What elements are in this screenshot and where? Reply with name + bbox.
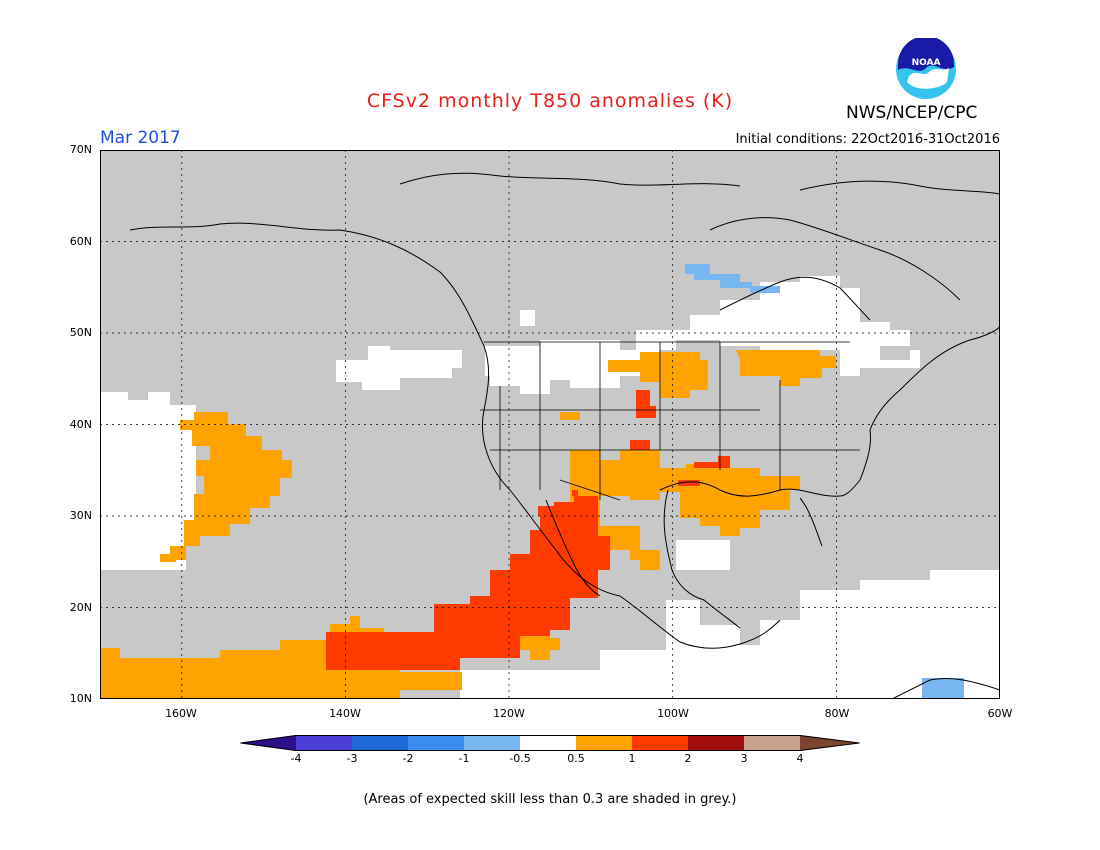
colorbar-swatch (520, 735, 576, 751)
lon-label: 120W (493, 707, 525, 720)
colorbar-swatch (408, 735, 464, 751)
colorbar-label: -3 (346, 752, 358, 765)
svg-text:NOAA: NOAA (912, 58, 941, 68)
colorbar-swatch (296, 735, 352, 751)
lon-label: 140W (329, 707, 361, 720)
state-borders (480, 341, 860, 501)
colorbar-swatch (576, 735, 632, 751)
colorbar-swatch (800, 735, 860, 751)
noaa-logo-icon: NOAA (896, 38, 956, 99)
anomaly-map (100, 150, 1000, 699)
lon-label: 160W (165, 707, 197, 720)
colorbar-label: 4 (796, 752, 804, 765)
colorbar-label: -4 (290, 752, 302, 765)
colorbar-label: -1 (458, 752, 470, 765)
lat-label: 40N (69, 418, 92, 431)
lon-label: 60W (987, 707, 1013, 720)
colorbar-swatch (688, 735, 744, 751)
lat-label: 10N (69, 692, 92, 705)
initial-conditions: Initial conditions: 22Oct2016-31Oct2016 (735, 132, 1000, 147)
graticule (100, 150, 1000, 699)
lon-label: 100W (657, 707, 689, 720)
colorbar-label: 3 (740, 752, 748, 765)
cool-anomaly-areas (685, 264, 964, 699)
colorbar-label: 1 (628, 752, 636, 765)
lon-label: 80W (824, 707, 850, 720)
colorbar-label: 0.5 (567, 752, 585, 765)
colorbar-swatch (464, 735, 520, 751)
colorbar-label: -0.5 (509, 752, 531, 765)
neutral-areas (100, 276, 1000, 699)
colorbar (240, 735, 860, 751)
lat-label: 70N (69, 143, 92, 156)
forecast-month: Mar 2017 (100, 128, 181, 148)
lat-label: 30N (69, 509, 92, 522)
colorbar-label: -2 (402, 752, 414, 765)
colorbar-swatch (744, 735, 800, 751)
colorbar-swatch (632, 735, 688, 751)
colorbar-swatch (240, 735, 296, 751)
agency-label: NWS/NCEP/CPC (846, 103, 978, 123)
skill-footnote: (Areas of expected skill less than 0.3 a… (363, 792, 737, 807)
lat-label: 50N (69, 326, 92, 339)
colorbar-label: 2 (684, 752, 692, 765)
map-frame (100, 150, 1000, 699)
lat-label: 20N (69, 601, 92, 614)
coastlines (129, 172, 1000, 699)
lat-label: 60N (69, 235, 92, 248)
chart-title: CFSv2 monthly T850 anomalies (K) (366, 90, 734, 112)
colorbar-swatch (352, 735, 408, 751)
